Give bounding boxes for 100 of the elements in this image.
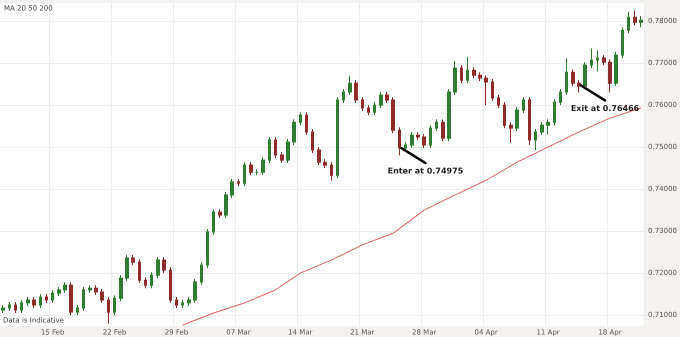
- candlestick: [51, 290, 54, 304]
- candlestick: [268, 136, 271, 164]
- candlestick: [565, 58, 568, 96]
- candlestick: [441, 118, 445, 142]
- candlestick: [224, 192, 228, 219]
- candlestick: [230, 178, 234, 198]
- candlestick: [26, 296, 30, 306]
- candlestick: [435, 118, 438, 132]
- candlestick: [20, 299, 23, 314]
- candlestick: [590, 48, 593, 69]
- candlestick: [571, 68, 575, 87]
- candlestick: [131, 254, 135, 266]
- candlestick: [119, 274, 123, 302]
- candlestick: [422, 134, 426, 148]
- candlestick: [299, 112, 302, 126]
- candlestick: [45, 294, 48, 304]
- candlestick: [509, 122, 513, 144]
- candlestick: [447, 88, 451, 142]
- candlestick: [249, 162, 253, 176]
- candlestick: [540, 122, 544, 136]
- candlestick: [274, 136, 277, 158]
- candlestick: [528, 96, 531, 146]
- candlestick: [63, 282, 67, 294]
- candlestick: [546, 118, 550, 135]
- candlestick: [460, 64, 463, 84]
- candlestick: [212, 208, 215, 236]
- candlestick: [522, 96, 525, 114]
- candlestick: [472, 66, 476, 79]
- candlestick: [187, 296, 191, 306]
- candlestick: [503, 102, 506, 129]
- candlestick: [361, 96, 364, 112]
- candlestick: [162, 256, 166, 274]
- candlestick: [348, 75, 352, 96]
- candlestick: [336, 96, 339, 179]
- candlestick: [218, 208, 222, 219]
- candlestick: [125, 254, 129, 282]
- candlestick: [330, 162, 333, 182]
- candlestick: [280, 152, 284, 164]
- candlestick: [614, 52, 618, 87]
- candlestick: [633, 10, 637, 26]
- candlestick: [156, 256, 160, 279]
- candlestick: [237, 178, 240, 187]
- candlestick: [8, 302, 11, 312]
- candlestick: [57, 286, 61, 297]
- candlestick: [602, 54, 606, 66]
- candlestick: [255, 168, 259, 176]
- candlestick: [193, 278, 197, 304]
- candlestick: [311, 128, 314, 154]
- candlestick: [497, 94, 500, 109]
- candlestick: [373, 102, 376, 116]
- candlestick: [113, 294, 116, 316]
- candlestick: [169, 266, 172, 304]
- candlestick: [453, 60, 457, 96]
- candlestick: [398, 126, 401, 156]
- candlestick: [292, 118, 296, 146]
- candlestick: [484, 74, 488, 106]
- candlestick: [76, 304, 79, 316]
- annotation: Exit at 0.76466: [570, 104, 640, 113]
- candlestick: [596, 50, 599, 72]
- candlestick: [491, 78, 494, 102]
- candlestick: [391, 96, 395, 134]
- candlestick: [385, 92, 389, 104]
- candlestick: [342, 88, 345, 104]
- candlestick: [107, 296, 110, 324]
- candlestick: [243, 162, 246, 187]
- candlestick: [317, 146, 321, 166]
- candlestick: [261, 156, 265, 176]
- candlestick: [621, 26, 624, 59]
- candlestick: [367, 104, 370, 116]
- candlestick: [639, 16, 643, 28]
- candlestick: [144, 276, 147, 289]
- candlestick: [39, 294, 42, 308]
- candlestick: [379, 92, 383, 109]
- candlestick: [32, 296, 36, 308]
- candlestick: [559, 88, 562, 106]
- candlestick: [354, 80, 358, 104]
- candlestick: [286, 138, 290, 164]
- candlestick: [416, 132, 420, 140]
- candlestick: [429, 124, 432, 148]
- candlestick: [410, 132, 414, 148]
- candlestick: [515, 106, 519, 132]
- candlestick: [94, 284, 98, 296]
- candlestick: [181, 299, 184, 308]
- candlestick: [323, 158, 327, 169]
- candlestick: [466, 56, 469, 84]
- candlestick: [138, 258, 141, 284]
- candlestick: [200, 262, 203, 286]
- candlestick: [577, 80, 581, 93]
- candlestick: [206, 228, 209, 269]
- candlestick: [534, 128, 537, 151]
- candlestick: [1, 304, 5, 314]
- candlestick: [608, 58, 612, 93]
- candlestick: [627, 11, 630, 34]
- candlestick: [88, 284, 92, 294]
- candlestick: [82, 286, 85, 312]
- annotation: Enter at 0.74975: [388, 166, 464, 176]
- candlestick: [553, 98, 556, 126]
- candlestick: [404, 142, 407, 152]
- candlestick: [100, 288, 104, 304]
- candlestick: [175, 296, 178, 308]
